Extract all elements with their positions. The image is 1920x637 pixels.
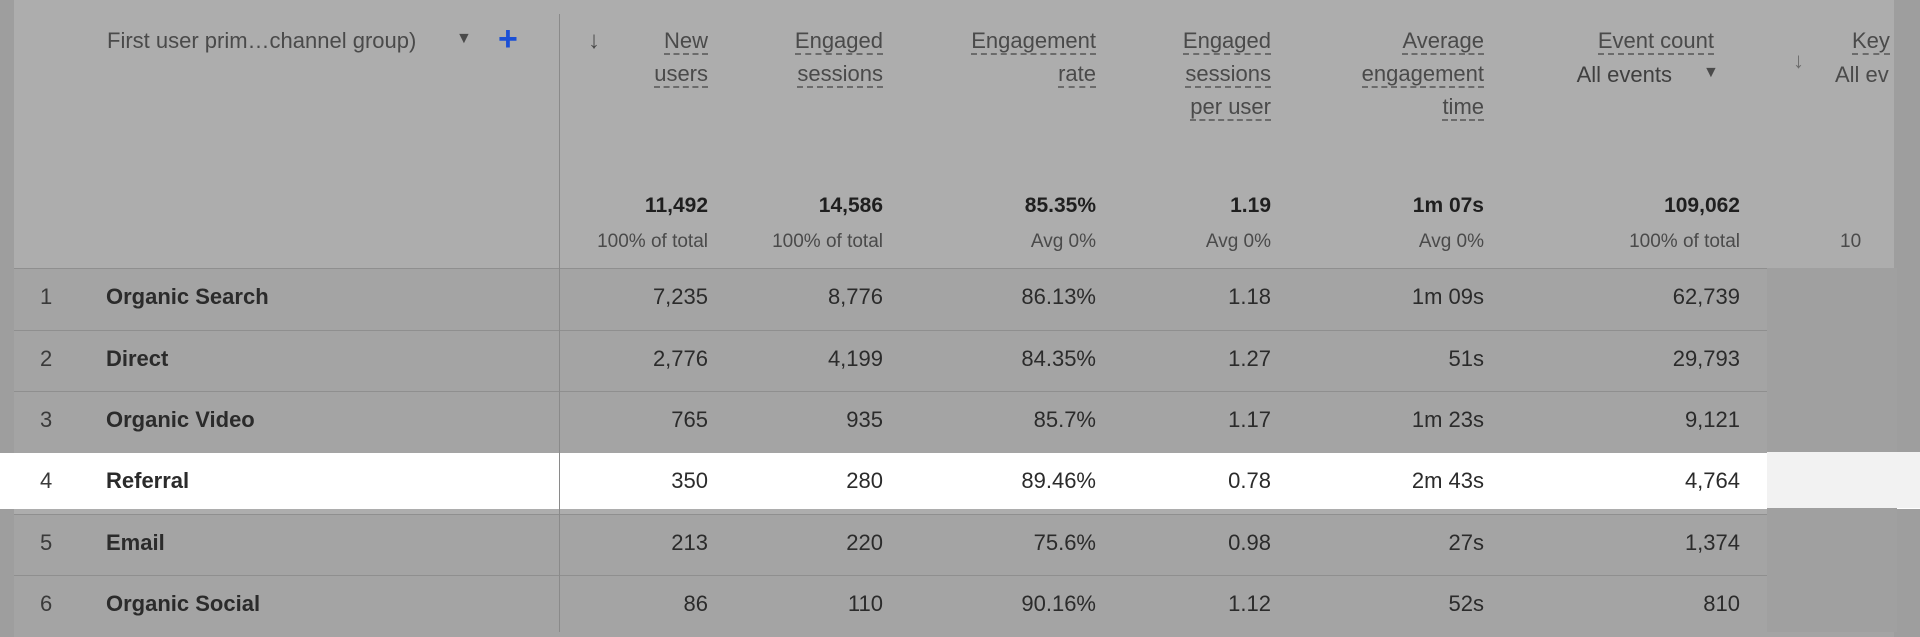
total-avg-eng-time: 1m 07s [1412,194,1484,217]
row-channel-name[interactable]: Organic Video [106,407,255,432]
total-engagement-rate: 85.35% [1024,194,1096,217]
row-cell-engaged-sessions: 8,776 [827,284,883,309]
total-eng-per-user-sub: Avg 0% [1205,231,1271,252]
row-cell-event-count: 4,764 [1684,468,1740,493]
row-cell-new-users: 213 [671,530,708,555]
row-cell-engaged-sessions: 280 [846,468,883,493]
row-cell-eng-per-user: 1.17 [1228,407,1271,432]
col-header-key-events[interactable]: Key [1852,28,1890,55]
row-cell-event-count: 1,374 [1684,530,1740,555]
row-cell-event-count: 29,793 [1672,346,1740,371]
dimension-divider [559,14,560,632]
col-header-avg-engagement-time[interactable]: Average engagement time [1361,28,1484,121]
col-header-engaged-per-user[interactable]: Engaged sessions per user [1182,28,1271,121]
row-cell-new-users: 7,235 [652,284,708,309]
row-channel-name[interactable]: Direct [106,346,169,371]
arrow-down-icon[interactable]: ↓ [1793,48,1804,73]
row-cell-event-count: 9,121 [1684,407,1740,432]
table-row[interactable] [14,575,1894,637]
row-cell-new-users: 765 [671,407,708,432]
key-events-selector[interactable]: All ev [1835,62,1889,87]
row-cell-avg-eng-time: 1m 09s [1411,284,1484,309]
row-cell-engaged-sessions: 220 [846,530,883,555]
row-cell-engagement-rate: 86.13% [1021,284,1096,309]
row-cell-engaged-sessions: 110 [847,591,883,616]
total-eng-per-user: 1.19 [1230,194,1271,217]
row-index: 4 [40,468,53,493]
total-new-users-sub: 100% of total [597,231,708,252]
row-cell-eng-per-user: 1.12 [1228,591,1271,616]
row-cell-new-users: 350 [671,468,708,493]
total-engaged-sessions: 14,586 [818,194,883,217]
row-cell-avg-eng-time: 27s [1448,530,1484,555]
row-cell-engaged-sessions: 4,199 [827,346,883,371]
row-cell-eng-per-user: 1.18 [1228,284,1271,309]
row-index: 2 [40,346,53,371]
row-cell-eng-per-user: 1.27 [1228,346,1271,371]
table-row-highlighted[interactable] [0,453,1920,509]
row-cell-event-count: 810 [1703,591,1740,616]
table-row[interactable] [14,268,1894,330]
row-index: 6 [40,591,53,616]
row-cell-new-users: 2,776 [652,346,708,371]
row-cell-engagement-rate: 90.16% [1021,591,1096,616]
total-avg-eng-time-sub: Avg 0% [1418,231,1484,252]
row-cell-engagement-rate: 89.46% [1021,468,1096,493]
row-cell-engaged-sessions: 935 [846,407,883,432]
total-event-count: 109,062 [1664,194,1740,217]
row-channel-name[interactable]: Organic Social [106,591,261,616]
col-header-engaged-sessions[interactable]: Engaged sessions [794,28,883,88]
row-index: 1 [40,284,53,309]
table-row[interactable] [14,391,1894,453]
row-cell-avg-eng-time: 2m 43s [1411,468,1484,493]
dimension-selector-label[interactable]: First user prim…channel group) [107,28,417,53]
table-row[interactable] [14,330,1894,392]
total-key-events-sub: 10 [1840,231,1862,252]
key-events-column-shade [1767,268,1897,632]
event-count-selector[interactable]: All events [1576,62,1672,87]
row-cell-avg-eng-time: 1m 23s [1411,407,1484,432]
row-channel-name[interactable]: Email [106,530,165,555]
row-cell-engagement-rate: 75.6% [1033,530,1096,555]
row-cell-engagement-rate: 84.35% [1021,346,1096,371]
total-engaged-sessions-sub: 100% of total [772,231,883,252]
row-cell-avg-eng-time: 52s [1448,591,1484,616]
plus-icon[interactable]: + [498,20,518,58]
row-cell-event-count: 62,739 [1672,284,1740,309]
row-cell-new-users: 86 [683,591,708,616]
col-header-new-users[interactable]: New users [654,28,708,88]
row-cell-eng-per-user: 0.98 [1228,530,1271,555]
row-cell-eng-per-user: 0.78 [1228,468,1271,493]
total-new-users: 11,492 [644,194,708,217]
row-channel-name[interactable]: Organic Search [106,284,269,309]
caret-down-icon[interactable]: ▼ [456,30,472,47]
row-index: 3 [40,407,53,432]
caret-down-icon[interactable]: ▼ [1703,64,1719,81]
total-engagement-rate-sub: Avg 0% [1030,231,1096,252]
table-row[interactable] [14,514,1894,576]
col-header-engagement-rate[interactable]: Engagement rate [971,28,1096,88]
row-cell-engagement-rate: 85.7% [1033,407,1096,432]
key-events-highlight-cell [1767,452,1920,508]
row-index: 5 [40,530,53,555]
row-channel-name[interactable]: Referral [106,468,190,493]
row-cell-avg-eng-time: 51s [1448,346,1484,371]
col-header-event-count[interactable]: Event count [1597,28,1714,55]
total-event-count-sub: 100% of total [1629,231,1740,252]
arrow-down-icon[interactable]: ↓ [588,27,600,54]
